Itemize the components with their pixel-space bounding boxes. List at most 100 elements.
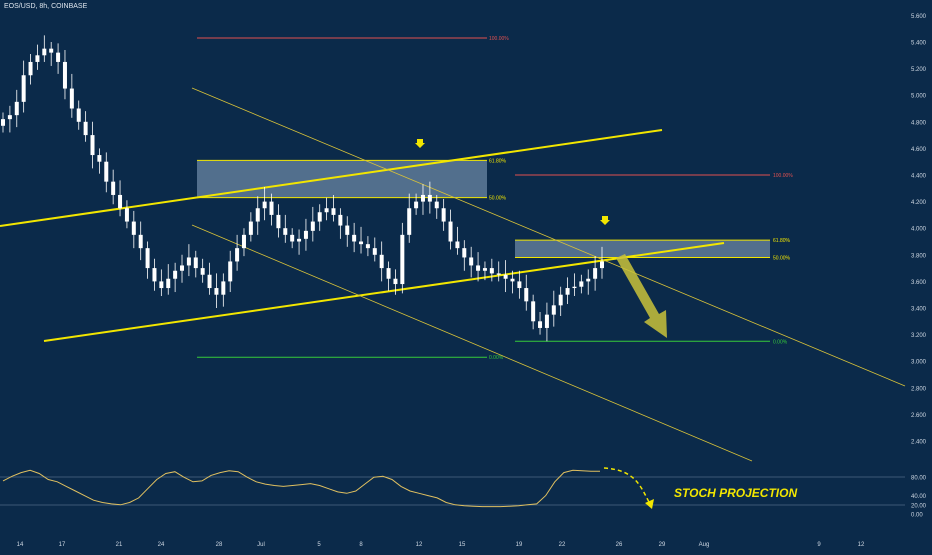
- y-tick-label: 5.600: [911, 14, 927, 20]
- y-tick-label: 5.000: [911, 94, 927, 100]
- y-tick-label: 4.800: [911, 120, 927, 126]
- candle-body: [248, 221, 253, 235]
- y-tick-label: 4.400: [911, 174, 927, 180]
- candle-body: [262, 201, 267, 209]
- candle-body: [276, 214, 281, 229]
- fib-label: 100.00%: [489, 36, 509, 42]
- x-tick-label: Aug: [699, 542, 710, 548]
- candle-body: [489, 268, 494, 274]
- candle-body: [111, 181, 116, 195]
- channel-line-lower: [191, 224, 753, 462]
- y-tick-label: 4.000: [911, 227, 927, 233]
- candle-body: [193, 257, 198, 269]
- candle-body: [180, 265, 185, 271]
- trendline-upper: [0, 129, 663, 227]
- x-tick-label: 5: [317, 542, 321, 548]
- y-tick-label: 3.200: [911, 333, 927, 339]
- y-tick-label: 4.200: [911, 200, 927, 206]
- candle-body: [331, 208, 336, 215]
- candle-body: [297, 238, 302, 242]
- x-tick-label: 9: [817, 542, 821, 548]
- candle-body: [338, 214, 343, 226]
- candle-body: [21, 75, 26, 102]
- x-tick-label: 26: [616, 542, 623, 548]
- candle-body: [90, 135, 95, 156]
- candle-body: [235, 248, 240, 262]
- y-tick-label: 3.400: [911, 307, 927, 313]
- candle-body: [531, 301, 536, 322]
- x-tick-label: 14: [17, 542, 24, 548]
- candle-body: [379, 254, 384, 269]
- x-tick-label: 8: [359, 542, 363, 548]
- candle-body: [448, 221, 453, 242]
- candle-body: [7, 115, 12, 120]
- trendline-lower: [43, 242, 725, 342]
- x-tick-label: 19: [516, 542, 523, 548]
- candle-body: [173, 270, 178, 279]
- candle-body: [241, 234, 246, 249]
- x-tick-label: 15: [459, 542, 466, 548]
- x-tick-label: 21: [116, 542, 123, 548]
- down-arrow-icon: [415, 139, 425, 148]
- candle-body: [159, 281, 164, 289]
- candle-body: [62, 61, 67, 89]
- y-tick-label: 2.600: [911, 413, 927, 419]
- candle-body: [83, 121, 88, 136]
- candle-body: [69, 88, 74, 109]
- candle-body: [476, 265, 481, 271]
- candle-body: [186, 257, 191, 266]
- fib-zone-right: [515, 240, 770, 258]
- candle-body: [420, 194, 425, 202]
- candle-body: [207, 274, 212, 289]
- candle-body: [76, 108, 81, 122]
- fib-label: 50.00%: [773, 255, 791, 261]
- candle-body: [482, 268, 487, 271]
- chart-title: EOS/USD, 8h, COINBASE: [4, 3, 88, 10]
- stoch-projection-curve: [603, 467, 651, 505]
- channel-line-upper: [191, 87, 906, 387]
- candle-body: [56, 52, 61, 62]
- candle-body: [524, 288, 529, 302]
- x-tick-label: 29: [659, 542, 666, 548]
- x-tick-label: 28: [216, 542, 223, 548]
- candle-body: [14, 101, 19, 116]
- stoch-line: [2, 469, 600, 508]
- candle-body: [283, 228, 288, 235]
- stoch-y-tick-label: 80.00: [911, 476, 927, 482]
- candle-body: [166, 278, 171, 289]
- candle-body: [28, 61, 33, 76]
- candle-body: [152, 268, 157, 282]
- candle-body: [517, 281, 522, 289]
- candle-body: [386, 268, 391, 279]
- candle-body: [324, 208, 329, 213]
- x-tick-label: 17: [59, 542, 66, 548]
- candle-body: [310, 221, 315, 231]
- y-tick-label: 2.400: [911, 440, 927, 446]
- x-tick-label: 24: [158, 542, 165, 548]
- candle-body: [49, 48, 54, 53]
- candle-body: [455, 241, 460, 249]
- candle-body: [131, 221, 136, 235]
- candle-body: [441, 208, 446, 222]
- candle-body: [345, 225, 350, 235]
- candle-body: [600, 261, 604, 269]
- fib-label: 50.00%: [489, 196, 507, 202]
- candle-body: [35, 55, 40, 62]
- candle-body: [228, 261, 233, 282]
- candle-body: [145, 248, 150, 269]
- stoch-projection-arrowhead-icon: [645, 499, 654, 509]
- candle-body: [407, 208, 412, 235]
- candle-body: [572, 286, 577, 289]
- candle-body: [97, 155, 102, 162]
- candle-body: [427, 194, 432, 202]
- x-tick-label: 12: [858, 542, 865, 548]
- down-arrow-icon: [600, 216, 610, 225]
- stoch-y-tick-label: 40.00: [911, 494, 927, 500]
- candle-body: [462, 248, 467, 258]
- candle-body: [586, 278, 591, 282]
- candle-body: [551, 305, 556, 315]
- fib-label: 61.80%: [773, 238, 791, 244]
- x-tick-label: 12: [416, 542, 423, 548]
